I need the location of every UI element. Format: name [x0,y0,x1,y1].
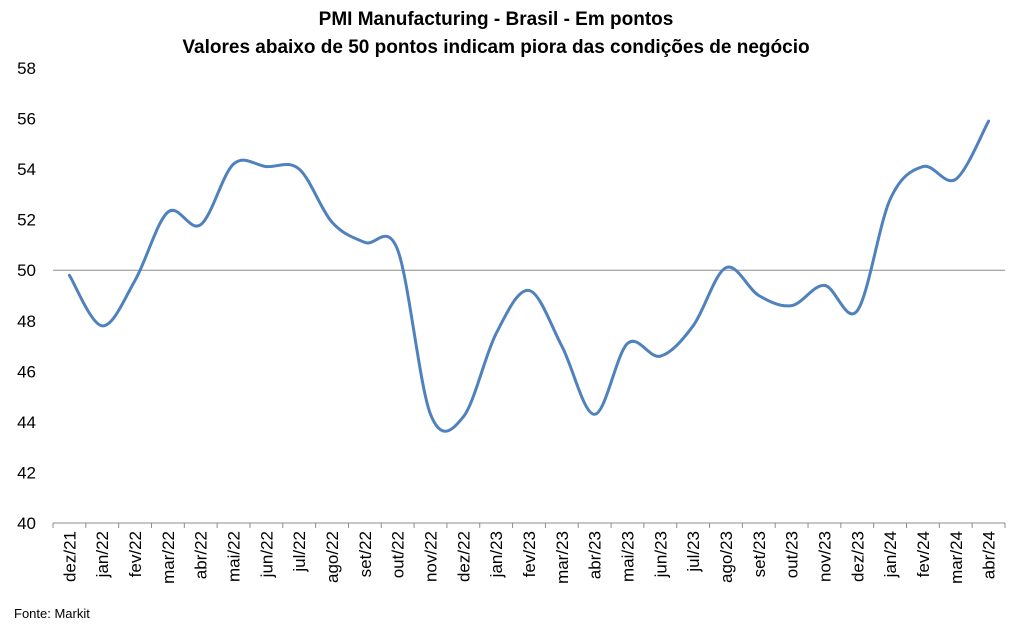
x-tick-label: dez/22 [454,531,473,582]
x-tick-label: set/23 [750,531,769,577]
data-point [68,274,71,277]
data-point [232,163,235,166]
x-tick-label: mar/23 [553,531,572,584]
data-point [626,342,629,345]
x-tick-label: abr/24 [980,531,999,579]
data-point [331,221,334,224]
data-point [363,241,366,244]
x-tick-label: jul/22 [290,531,309,573]
data-point [790,304,793,307]
data-point [560,345,563,348]
data-point [889,198,892,201]
y-tick-label: 46 [17,362,36,381]
data-point [659,355,662,358]
x-tick-label: out/23 [783,531,802,578]
y-tick-label: 50 [17,261,36,280]
chart-title: PMI Manufacturing - Brasil - Em pontos [319,9,674,30]
x-tick-label: nov/23 [815,531,834,582]
data-point [429,413,432,416]
x-tick-label: jun/23 [651,531,670,578]
data-point [954,178,957,181]
x-tick-label: dez/23 [848,531,867,582]
data-point [593,413,596,416]
x-tick-label: jan/23 [487,531,506,578]
x-tick-label: jan/22 [93,531,112,578]
y-tick-label: 40 [17,514,36,533]
data-point [987,120,990,123]
x-tick-label: mar/24 [947,531,966,584]
x-tick-label: mai/23 [618,531,637,582]
data-point [462,415,465,418]
data-point [724,266,727,269]
y-tick-label: 58 [17,59,36,78]
source-note: Fonte: Markit [14,606,90,621]
y-axis: 40 42 44 46 48 50 52 54 56 58 [17,59,36,533]
x-tick-label: jun/22 [257,531,276,578]
x-tick-label: out/22 [389,531,408,578]
x-tick-label: ago/22 [323,531,342,583]
chart-subtitle: Valores abaixo de 50 pontos indicam pior… [182,37,809,58]
data-point [134,279,137,282]
data-point [166,211,169,214]
data-point [921,165,924,168]
x-tick-label: fev/23 [520,531,539,577]
series-line [67,119,991,433]
x-tick-label: ago/23 [717,531,736,583]
x-tick-label: jul/23 [684,531,703,573]
x-axis: dez/21 jan/22 fev/22 mar/22 abr/22 mai/22 jun/… [52,522,1006,584]
x-tick-label: set/22 [356,531,375,577]
data-point [856,309,859,312]
y-tick-label: 54 [17,160,36,179]
data-point [528,289,531,292]
y-tick-label: 44 [17,413,36,432]
data-point [495,332,498,335]
x-tick-label: jan/24 [881,531,900,578]
x-tick-label: nov/22 [422,531,441,582]
x-tick-label: fev/24 [914,531,933,577]
data-point [757,294,760,297]
y-tick-label: 42 [17,463,36,482]
y-tick-label: 56 [17,110,36,129]
y-tick-label: 48 [17,312,36,331]
x-tick-label: dez/21 [60,531,79,582]
data-point [298,168,301,171]
data-point [396,249,399,252]
plot-area [53,119,1005,433]
x-tick-label: mar/22 [159,531,178,584]
x-tick-label: fev/22 [126,531,145,577]
data-point [101,324,104,327]
x-tick-label: abr/22 [192,531,211,579]
x-tick-label: mai/22 [225,531,244,582]
data-point [823,284,826,287]
x-tick-label: abr/23 [586,531,605,579]
y-tick-label: 52 [17,211,36,230]
data-point [265,165,268,168]
data-point [199,223,202,226]
data-point [692,324,695,327]
